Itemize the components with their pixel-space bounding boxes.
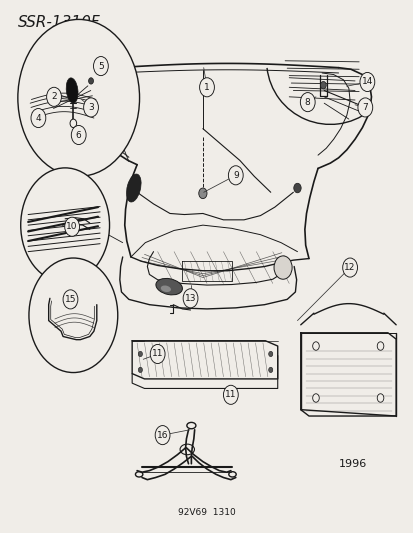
Text: SSR-1310F: SSR-1310F bbox=[18, 14, 100, 30]
Circle shape bbox=[70, 119, 76, 127]
Text: 15: 15 bbox=[64, 295, 76, 304]
Circle shape bbox=[223, 385, 237, 405]
Circle shape bbox=[376, 394, 383, 402]
Circle shape bbox=[183, 289, 197, 308]
Text: 1: 1 bbox=[204, 83, 209, 92]
Text: 6: 6 bbox=[76, 131, 81, 140]
Text: 11: 11 bbox=[225, 390, 236, 399]
Text: 14: 14 bbox=[361, 77, 372, 86]
Text: 92V69  1310: 92V69 1310 bbox=[178, 508, 235, 517]
Text: 5: 5 bbox=[98, 62, 104, 70]
Circle shape bbox=[268, 351, 272, 357]
Text: 8: 8 bbox=[304, 98, 310, 107]
Circle shape bbox=[93, 56, 108, 76]
Circle shape bbox=[63, 290, 78, 309]
Text: 7: 7 bbox=[361, 103, 367, 112]
Text: 13: 13 bbox=[184, 294, 196, 303]
Text: 10: 10 bbox=[66, 222, 78, 231]
Ellipse shape bbox=[156, 278, 182, 295]
Circle shape bbox=[228, 166, 242, 185]
Ellipse shape bbox=[126, 174, 141, 202]
Text: 4: 4 bbox=[36, 114, 41, 123]
Text: 3: 3 bbox=[88, 103, 94, 112]
Circle shape bbox=[268, 367, 272, 373]
Text: 9: 9 bbox=[233, 171, 238, 180]
Circle shape bbox=[64, 217, 79, 236]
Circle shape bbox=[312, 342, 318, 350]
Circle shape bbox=[18, 19, 139, 176]
Circle shape bbox=[88, 78, 93, 84]
Circle shape bbox=[31, 109, 46, 127]
Circle shape bbox=[29, 258, 117, 373]
Text: 16: 16 bbox=[157, 431, 168, 440]
Circle shape bbox=[376, 342, 383, 350]
Ellipse shape bbox=[160, 286, 171, 292]
Circle shape bbox=[83, 98, 98, 117]
Circle shape bbox=[47, 87, 61, 107]
Circle shape bbox=[21, 168, 109, 282]
Circle shape bbox=[342, 258, 357, 277]
Circle shape bbox=[357, 98, 372, 117]
Circle shape bbox=[71, 302, 76, 308]
Text: 12: 12 bbox=[344, 263, 355, 272]
Circle shape bbox=[198, 188, 206, 199]
Text: 2: 2 bbox=[51, 92, 57, 101]
Text: 1996: 1996 bbox=[338, 459, 366, 469]
Circle shape bbox=[150, 344, 165, 364]
Circle shape bbox=[199, 78, 214, 97]
Circle shape bbox=[312, 394, 318, 402]
Circle shape bbox=[138, 367, 142, 373]
Circle shape bbox=[155, 425, 170, 445]
Circle shape bbox=[359, 72, 374, 92]
Circle shape bbox=[273, 256, 292, 279]
Circle shape bbox=[138, 351, 142, 357]
Ellipse shape bbox=[66, 78, 78, 103]
Circle shape bbox=[320, 82, 325, 89]
Circle shape bbox=[71, 125, 86, 144]
Text: 11: 11 bbox=[152, 350, 163, 359]
Circle shape bbox=[299, 93, 314, 112]
Circle shape bbox=[293, 183, 300, 193]
